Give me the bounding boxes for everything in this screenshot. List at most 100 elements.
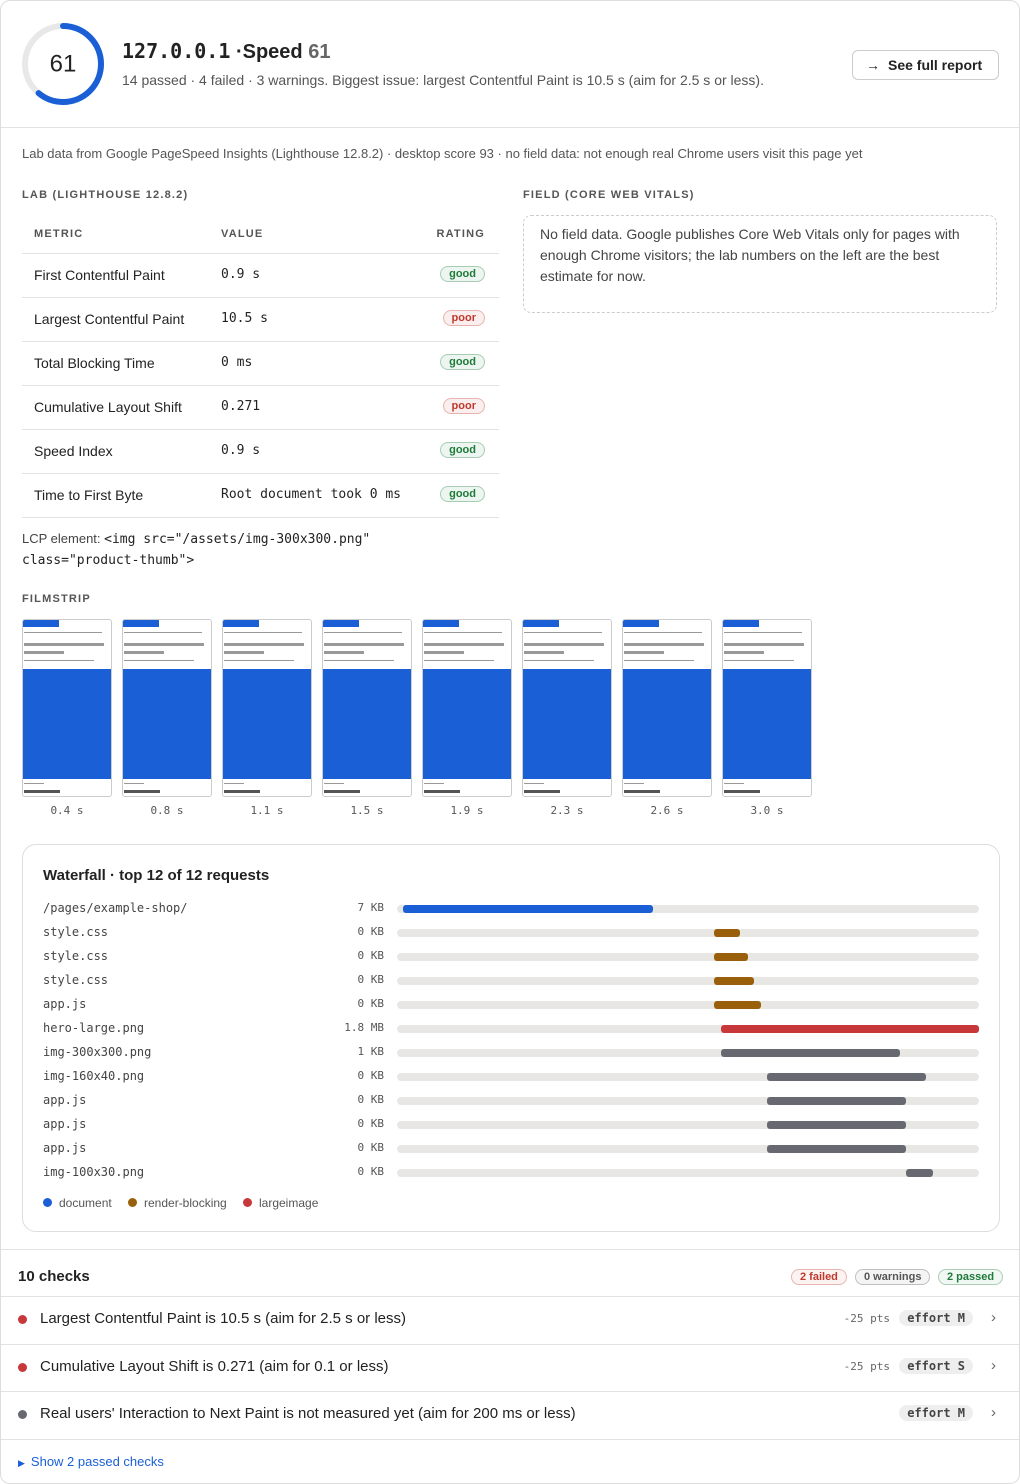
request-name: style.css	[43, 949, 109, 963]
source-note: Lab data from Google PageSpeed Insights …	[22, 146, 863, 161]
request-bar	[906, 1169, 934, 1177]
status-dot	[18, 1362, 27, 1372]
metric-value: 0.9 s	[221, 443, 261, 458]
divider	[22, 429, 499, 430]
legend-label: document	[59, 1196, 112, 1210]
full-report-button[interactable]: → See full report	[852, 50, 999, 80]
frame-line	[424, 651, 464, 654]
rating: good	[440, 486, 485, 502]
page-title: 127.0.0.1 ·Speed 61	[122, 39, 330, 64]
metric-value: 10.5 s	[221, 311, 268, 326]
request-size: 0 KB	[357, 997, 385, 1010]
request-bar	[714, 953, 748, 961]
checks-title: 10 checks	[18, 1268, 90, 1285]
frame-line	[724, 790, 760, 793]
track	[397, 1169, 979, 1177]
track	[397, 977, 979, 985]
frame-line	[124, 643, 204, 646]
metric-value: 0 ms	[221, 355, 253, 370]
frame-line	[224, 783, 244, 784]
divider	[1, 1249, 1019, 1250]
lcp-code: <img src="/assets/img-300x300.png" class…	[22, 532, 371, 568]
track	[397, 1025, 979, 1033]
frame-line	[24, 783, 44, 784]
frame	[222, 619, 312, 797]
frame-line	[24, 632, 102, 633]
frame-line	[524, 651, 564, 654]
summary-badge: 0 warnings	[855, 1269, 931, 1285]
frame-bar	[723, 620, 759, 627]
request-size: 0 KB	[357, 1093, 385, 1106]
frame-line	[324, 651, 364, 654]
waterfall-title: Waterfall · top 12 of 12 requests	[43, 867, 270, 884]
frame-line	[424, 660, 494, 661]
track	[397, 1121, 979, 1129]
frame-line	[124, 783, 144, 784]
request-size: 0 KB	[357, 949, 385, 962]
frame	[22, 619, 112, 797]
request-bar	[714, 977, 754, 985]
frame-time: 3.0 s	[750, 804, 784, 817]
metric-name: Total Blocking Time	[34, 355, 155, 371]
request-name: img-300x300.png	[43, 1045, 152, 1059]
metric-name: Speed Index	[34, 443, 113, 459]
frame-image	[723, 669, 811, 779]
speed-label: Speed	[242, 41, 303, 63]
legend-label: largeimage	[259, 1196, 319, 1210]
frame-line	[624, 632, 702, 633]
metric-name: Cumulative Layout Shift	[34, 399, 182, 415]
summary-badge: 2 failed	[791, 1269, 847, 1285]
track	[397, 953, 979, 961]
request-bar	[402, 905, 654, 913]
metric-name: First Contentful Paint	[34, 267, 165, 283]
frame-line	[724, 632, 802, 633]
track	[397, 1097, 979, 1105]
legend-label: render-blocking	[144, 1196, 227, 1210]
frame-bar	[23, 620, 59, 627]
request-size: 0 KB	[357, 1117, 385, 1130]
score-value: 61	[50, 50, 77, 77]
rating: good	[440, 354, 485, 370]
request-name: app.js	[43, 997, 87, 1011]
toggle-passed[interactable]: ▶ Show 2 passed checks	[18, 1454, 164, 1469]
frame-line	[224, 632, 302, 633]
request-bar	[721, 1025, 979, 1033]
track	[397, 1073, 979, 1081]
frame-line	[124, 632, 202, 633]
points: -25 pts	[843, 1312, 890, 1325]
frame-line	[224, 790, 260, 793]
frame-line	[324, 643, 404, 646]
track	[397, 1049, 979, 1057]
frame-line	[524, 660, 594, 661]
legend-dot	[43, 1198, 52, 1207]
frame-image	[623, 669, 711, 779]
frame-line	[524, 632, 602, 633]
frame-time: 0.4 s	[50, 804, 84, 817]
frame-line	[724, 783, 744, 784]
frame-line	[624, 660, 694, 661]
request-size: 7 KB	[357, 901, 385, 914]
score-ring: 61	[22, 23, 104, 105]
frame-time: 2.3 s	[550, 804, 584, 817]
frame-bar	[623, 620, 659, 627]
rating: poor	[442, 310, 485, 326]
rating: poor	[442, 398, 485, 414]
request-bar	[767, 1121, 907, 1129]
metric-name: Time to First Byte	[34, 487, 144, 503]
frame-line	[524, 783, 544, 784]
waterfall-card	[22, 844, 1000, 1232]
request-size: 1.8 MB	[344, 1021, 384, 1034]
frame-line	[624, 790, 660, 793]
request-bar	[721, 1049, 900, 1057]
request-bar	[767, 1073, 927, 1081]
divider	[1, 1391, 1019, 1393]
chevron: ›	[991, 1356, 996, 1374]
frame-image	[223, 669, 311, 779]
request-bar	[767, 1145, 907, 1153]
request-size: 0 KB	[357, 973, 385, 986]
summary: 14 passed · 4 failed · 3 warnings. Bigge…	[122, 72, 764, 88]
status-dot	[18, 1315, 27, 1324]
frame-line	[24, 651, 64, 654]
separator: ·	[235, 41, 243, 63]
lcp-label: LCP element:	[22, 531, 101, 546]
